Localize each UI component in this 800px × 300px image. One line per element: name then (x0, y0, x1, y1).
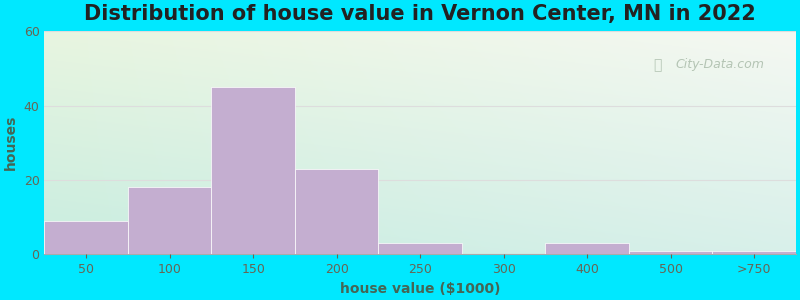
X-axis label: house value ($1000): house value ($1000) (340, 282, 500, 296)
Bar (295, 169, 378, 254)
Bar (128, 188, 211, 254)
Bar (378, 243, 462, 254)
Bar (712, 250, 796, 254)
Bar (546, 243, 629, 254)
Bar (629, 250, 712, 254)
Bar (45, 221, 128, 254)
Text: Ⓢ: Ⓢ (653, 58, 662, 72)
Y-axis label: houses: houses (4, 115, 18, 170)
Title: Distribution of house value in Vernon Center, MN in 2022: Distribution of house value in Vernon Ce… (84, 4, 756, 24)
Bar (211, 87, 295, 254)
Text: City-Data.com: City-Data.com (676, 58, 765, 71)
